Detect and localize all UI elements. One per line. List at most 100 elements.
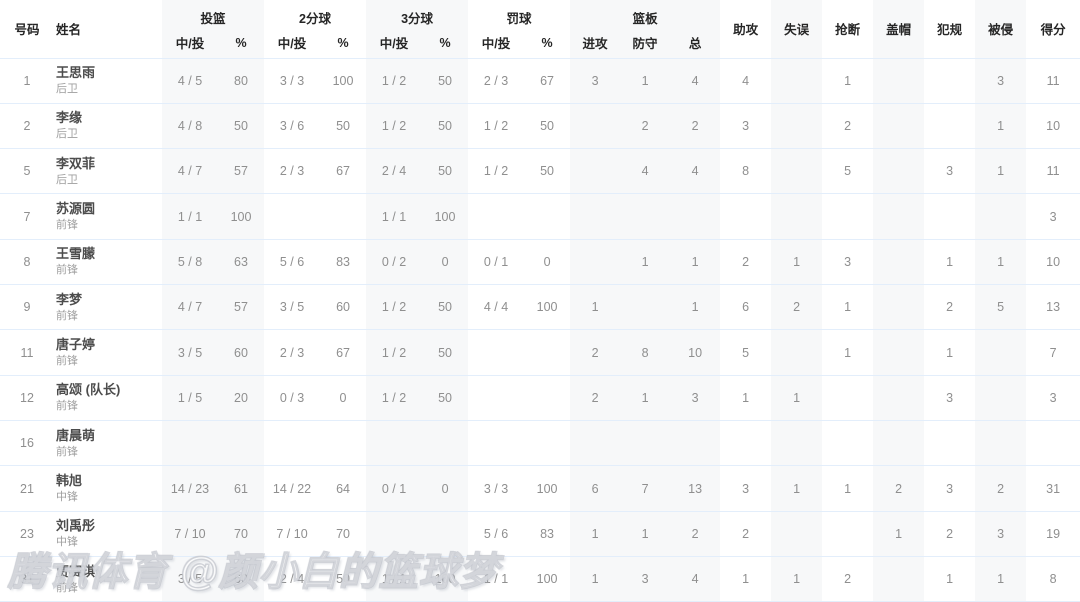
player-position: 前锋 [56, 309, 78, 322]
player-name-cell: 王思雨 后卫 [54, 58, 162, 104]
stat-2pt: 3 / 3 [264, 58, 321, 104]
stat-3pt: 1 / 2 [366, 58, 423, 104]
sub-header-fg-pct: % [218, 28, 265, 59]
player-position: 后卫 [56, 173, 78, 186]
sub-header-ft-made-att: 中/投 [468, 28, 525, 59]
stat-ast: 5 [720, 329, 772, 376]
stat-2pt: 3 / 6 [264, 103, 321, 150]
stat-dreb [620, 193, 671, 240]
player-number: 16 [0, 420, 54, 467]
col-header-turnovers: 失误 [771, 0, 823, 59]
stat-2pt-pct: 67 [320, 329, 367, 376]
stat-stl: 5 [822, 148, 874, 195]
player-position: 前锋 [56, 581, 78, 594]
stat-treb: 10 [670, 329, 721, 376]
stat-blk [873, 193, 925, 240]
stat-fg-pct: 70 [218, 511, 265, 558]
stat-dreb: 4 [620, 148, 671, 195]
stat-fg: 4 / 8 [162, 103, 218, 150]
stat-2pt: 0 / 3 [264, 375, 321, 422]
stat-pf [924, 103, 976, 150]
stat-ast [720, 193, 772, 240]
player-name: 王思雨 [56, 65, 96, 81]
stat-oreb: 2 [570, 375, 621, 422]
stat-pts: 10 [1026, 103, 1080, 150]
stat-pf: 1 [924, 329, 976, 376]
stat-2pt-pct: 50 [320, 556, 367, 602]
stat-3pt [366, 420, 423, 467]
stat-to: 1 [771, 465, 823, 512]
stat-dreb: 2 [620, 103, 671, 150]
stat-dreb: 1 [620, 58, 671, 104]
stat-3pt: 2 / 4 [366, 148, 423, 195]
stat-3pt: 1 / 2 [366, 375, 423, 422]
stat-dreb: 1 [620, 239, 671, 286]
stat-2pt-pct: 60 [320, 284, 367, 331]
stat-ft: 0 / 1 [468, 239, 525, 286]
player-name-cell: 韩旭 中锋 [54, 465, 162, 512]
stat-pts: 7 [1026, 329, 1080, 376]
stat-ft: 2 / 3 [468, 58, 525, 104]
player-name-cell: 苏源圆 前锋 [54, 193, 162, 240]
stat-pts: 13 [1026, 284, 1080, 331]
stat-2pt-pct: 0 [320, 375, 367, 422]
stat-stl: 1 [822, 58, 874, 104]
stat-treb: 1 [670, 284, 721, 331]
stat-2pt-pct: 70 [320, 511, 367, 558]
stat-pf: 3 [924, 148, 976, 195]
stat-3pt-pct [422, 511, 469, 558]
stat-oreb: 1 [570, 511, 621, 558]
stat-blk [873, 103, 925, 150]
sub-header-fg-made-att: 中/投 [162, 28, 218, 59]
stat-3pt: 0 / 2 [366, 239, 423, 286]
stat-blk [873, 329, 925, 376]
player-number: 9 [0, 284, 54, 331]
stat-fg [162, 420, 218, 467]
player-name-cell: 李缘 后卫 [54, 103, 162, 150]
stat-to [771, 148, 823, 195]
stat-fg: 1 / 1 [162, 193, 218, 240]
stat-ft-pct: 50 [524, 103, 571, 150]
player-position: 后卫 [56, 128, 78, 141]
player-name-cell: 高颂 (队长) 前锋 [54, 375, 162, 422]
stat-ft-pct: 83 [524, 511, 571, 558]
player-name: 唐子婷 [56, 337, 96, 353]
stat-ft-pct: 100 [524, 465, 571, 512]
header-row-subs: 中/投 % 中/投 % 中/投 % 中/投 % 进攻 防守 总 [0, 28, 1080, 59]
stat-pts [1026, 420, 1080, 467]
stat-to: 1 [771, 556, 823, 602]
stat-fg-pct: 63 [218, 239, 265, 286]
player-position: 前锋 [56, 355, 78, 368]
stat-blk [873, 375, 925, 422]
stat-blk [873, 58, 925, 104]
stat-stl: 3 [822, 239, 874, 286]
stat-3pt: 1 / 1 [366, 556, 423, 602]
stat-treb: 2 [670, 103, 721, 150]
stat-blk: 2 [873, 465, 925, 512]
col-header-number: 号码 [0, 0, 54, 59]
stat-stl: 1 [822, 465, 874, 512]
player-number: 12 [0, 375, 54, 422]
stat-3pt-pct: 50 [422, 329, 469, 376]
stat-stl: 1 [822, 284, 874, 331]
sub-header-3pt-made-att: 中/投 [366, 28, 423, 59]
stat-3pt: 0 / 1 [366, 465, 423, 512]
stat-fg-pct: 61 [218, 465, 265, 512]
stat-pf: 3 [924, 465, 976, 512]
stat-oreb [570, 103, 621, 150]
stat-2pt: 2 / 3 [264, 148, 321, 195]
stat-pf: 2 [924, 284, 976, 331]
stat-ft: 1 / 1 [468, 556, 525, 602]
player-number: 5 [0, 148, 54, 195]
stat-ft [468, 329, 525, 376]
stat-dreb: 1 [620, 511, 671, 558]
stat-3pt-pct: 0 [422, 239, 469, 286]
stat-ft-pct: 50 [524, 148, 571, 195]
sub-header-def-reb: 防守 [620, 28, 671, 59]
table-row: 31 贾赛琪 前锋 3 / 5 60 2 / 4 50 1 / 1 100 1 / 1 100 1 3 4… [0, 556, 1080, 602]
stat-fg-pct: 60 [218, 556, 265, 602]
col-header-steals: 抢断 [822, 0, 874, 59]
table-row: 1 王思雨 后卫 4 / 5 80 3 / 3 100 1 / 2 50 2 / 3 67 3 1 4 4 1… [0, 58, 1080, 104]
table-row: 11 唐子婷 前锋 3 / 5 60 2 / 3 67 1 / 2 50 2 8 10 5 1 1 7 [0, 329, 1080, 376]
